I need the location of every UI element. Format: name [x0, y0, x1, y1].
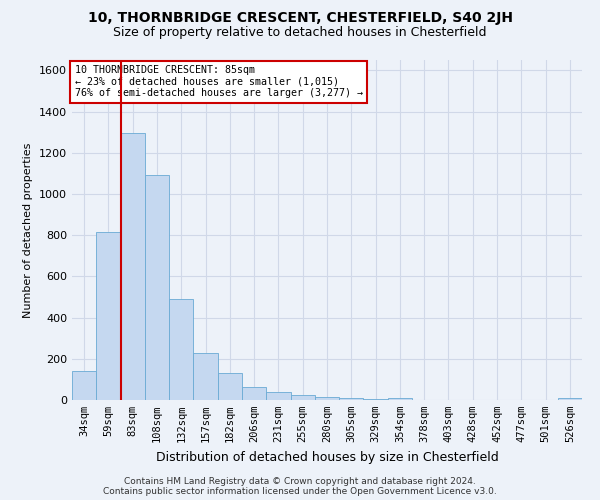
- Bar: [339, 398, 364, 400]
- Bar: [145, 176, 169, 400]
- Bar: [193, 352, 218, 400]
- Text: Contains HM Land Registry data © Crown copyright and database right 2024.
Contai: Contains HM Land Registry data © Crown c…: [103, 476, 497, 496]
- Bar: [218, 373, 242, 400]
- Bar: [121, 133, 145, 400]
- X-axis label: Distribution of detached houses by size in Chesterfield: Distribution of detached houses by size …: [155, 450, 499, 464]
- Bar: [388, 398, 412, 400]
- Bar: [364, 399, 388, 400]
- Bar: [242, 386, 266, 400]
- Bar: [290, 395, 315, 400]
- Text: Size of property relative to detached houses in Chesterfield: Size of property relative to detached ho…: [113, 26, 487, 39]
- Text: 10, THORNBRIDGE CRESCENT, CHESTERFIELD, S40 2JH: 10, THORNBRIDGE CRESCENT, CHESTERFIELD, …: [88, 11, 512, 25]
- Bar: [96, 232, 121, 400]
- Bar: [266, 392, 290, 400]
- Y-axis label: Number of detached properties: Number of detached properties: [23, 142, 34, 318]
- Bar: [169, 299, 193, 400]
- Text: 10 THORNBRIDGE CRESCENT: 85sqm
← 23% of detached houses are smaller (1,015)
76% : 10 THORNBRIDGE CRESCENT: 85sqm ← 23% of …: [74, 65, 362, 98]
- Bar: [315, 397, 339, 400]
- Bar: [558, 398, 582, 400]
- Bar: [72, 371, 96, 400]
